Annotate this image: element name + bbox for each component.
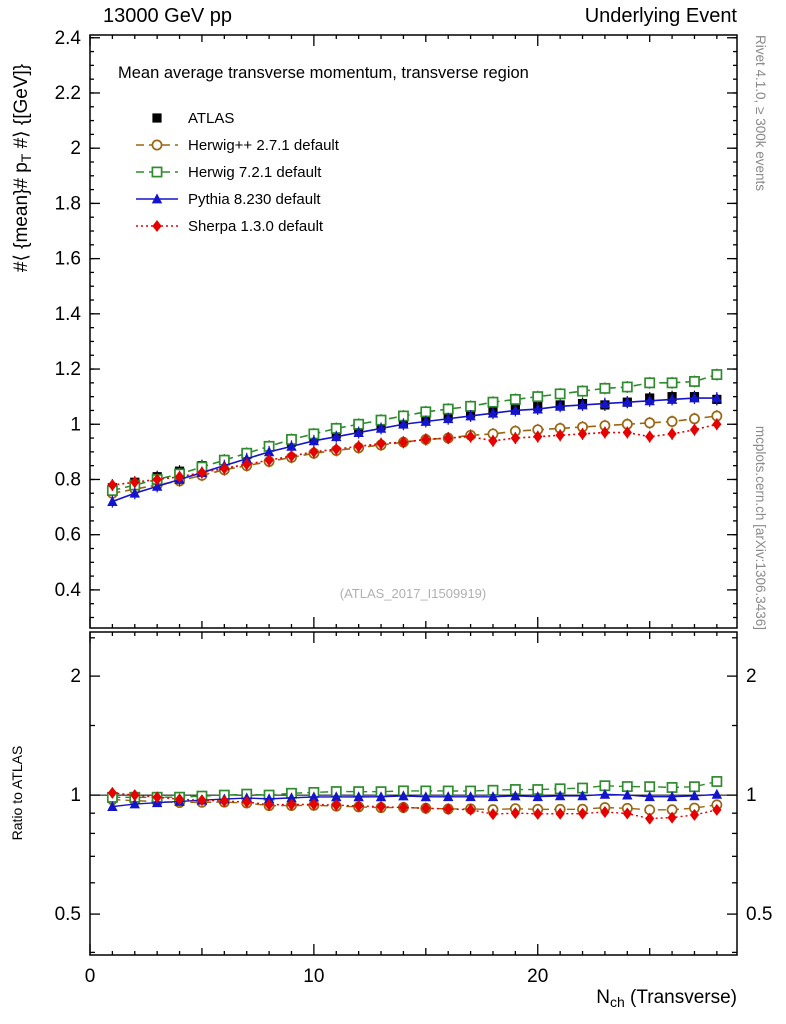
ratio-series-sherpa-1-3-0-default <box>107 786 722 825</box>
series-pythia-8-230-default <box>107 392 723 508</box>
legend-item-herwig-2-7-1-default: Herwig++ 2.7.1 default <box>136 137 340 154</box>
rivet-version-note: Rivet 4.1.0, ≥ 300k events <box>753 35 768 191</box>
legend-label: Sherpa 1.3.0 default <box>188 218 324 235</box>
plot-title: Mean average transverse momentum, transv… <box>118 64 529 82</box>
x-tick-label: 20 <box>527 966 548 987</box>
ratio-series-pythia-8-230-default <box>107 788 723 812</box>
watermark: (ATLAS_2017_I1509919) <box>340 586 486 601</box>
y-tick-label: 2.2 <box>55 83 81 104</box>
legend: ATLAS Herwig++ 2.7.1 default Herwig 7.2.1 … <box>136 110 340 235</box>
ratio-tick-label-left: 0.5 <box>55 904 81 925</box>
x-axis-label-post: (Transverse) <box>625 987 737 1008</box>
y-tick-label: 0.8 <box>55 469 81 490</box>
x-axis-label-sub: ch <box>610 994 625 1010</box>
x-axis-label: Nch (Transverse) <box>596 987 737 1010</box>
main-panel-content <box>106 368 723 508</box>
series-sherpa-1-3-0-default <box>107 418 722 491</box>
ratio-tick-label-left: 2 <box>70 666 81 687</box>
ratio-tick-label-left: 1 <box>70 785 81 806</box>
mcplots-reference-note: mcplots.cern.ch [arXiv:1306.3436] <box>753 426 768 630</box>
y-axis-label: #⟨ {mean}# pT #⟩ {[GeV]} <box>11 64 34 272</box>
x-axis-label-pre: N <box>596 987 610 1008</box>
y-tick-label: 1.6 <box>55 249 81 270</box>
y-axis-label-post: #⟩ {[GeV]} <box>11 64 32 154</box>
legend-label: Pythia 8.230 default <box>188 191 321 208</box>
legend-item-sherpa-1-3-0-default: Sherpa 1.3.0 default <box>136 218 324 235</box>
ratio-panel-content <box>90 776 737 825</box>
main-panel-frame <box>89 34 738 629</box>
y-tick-label: 1.8 <box>55 193 81 214</box>
y-tick-label: 1.4 <box>55 304 82 325</box>
legend-item-atlas: ATLAS <box>152 110 234 127</box>
y-tick-label: 0.4 <box>55 580 82 601</box>
ratio-y-axis-label: Ratio to ATLAS <box>9 746 25 841</box>
ratio-panel-frame <box>89 631 738 956</box>
legend-item-herwig-7-2-1-default: Herwig 7.2.1 default <box>136 164 322 181</box>
y-tick-label: 2 <box>70 138 81 159</box>
x-tick-label: 10 <box>303 966 324 987</box>
ratio-tick-label-right: 0.5 <box>746 904 772 925</box>
y-tick-label: 1 <box>70 414 81 435</box>
ratio-tick-label-right: 1 <box>746 785 757 806</box>
y-tick-label: 0.6 <box>55 525 81 546</box>
legend-label: Herwig 7.2.1 default <box>188 164 322 181</box>
header-analysis-type: Underlying Event <box>585 5 738 27</box>
ratio-tick-label-right: 2 <box>746 666 757 687</box>
y-axis-label-pre: #⟨ {mean}# p <box>11 162 32 272</box>
header-beam-energy: 13000 GeV pp <box>103 5 232 27</box>
y-tick-label: 1.2 <box>55 359 81 380</box>
axis-ticks: 0 10 20 0.4 0.6 0.8 1 1.2 1.4 1.6 1.8 2 2.2 2.4 0.5 0.5… <box>55 28 773 987</box>
legend-item-pythia-8-230-default: Pythia 8.230 default <box>136 191 321 208</box>
y-axis-label-sub: T <box>18 153 34 162</box>
legend-label: ATLAS <box>188 110 234 127</box>
x-tick-label: 0 <box>85 966 96 987</box>
y-tick-label: 2.4 <box>55 28 82 49</box>
legend-label: Herwig++ 2.7.1 default <box>188 137 340 154</box>
